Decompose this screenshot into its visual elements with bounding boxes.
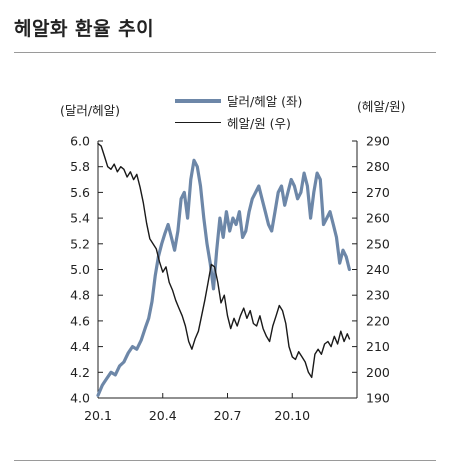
right-tick-label: 250 (366, 236, 390, 251)
right-tick-label: 200 (366, 365, 390, 380)
left-tick-label: 4.4 (70, 339, 90, 354)
bottom-divider (14, 460, 436, 461)
left-tick-label: 4.6 (70, 313, 90, 328)
legend-swatch-usd-brl (175, 98, 221, 103)
right-tick-label: 290 (366, 134, 390, 149)
left-axis-unit: (달러/헤알) (60, 103, 120, 118)
right-tick-label: 230 (366, 288, 390, 303)
right-tick-label: 280 (366, 159, 390, 174)
legend-label-brl-krw: 헤알/원 (우) (227, 116, 291, 131)
right-tick-label: 210 (366, 339, 390, 354)
x-tick-label: 20.10 (274, 408, 310, 423)
left-tick-label: 4.0 (70, 391, 90, 406)
left-tick-label: 5.0 (70, 262, 90, 277)
right-tick-label: 190 (366, 391, 390, 406)
chart-title: 헤알화 환율 추이 (14, 18, 155, 40)
right-axis-unit: (헤알/원) (357, 99, 406, 114)
x-tick-label: 20.1 (84, 408, 112, 423)
right-tick-label: 270 (366, 185, 390, 200)
left-tick-label: 5.8 (70, 159, 90, 174)
left-tick-label: 5.4 (70, 211, 90, 226)
x-tick-label: 20.7 (214, 408, 242, 423)
legend-label-usd-brl: 달러/헤알 (좌) (227, 94, 303, 109)
legend-item-usd-brl: 달러/헤알 (좌) (175, 91, 302, 110)
legend-item-brl-krw: 헤알/원 (우) (175, 113, 291, 132)
series-line-brl-krw (97, 142, 351, 379)
title-divider (14, 52, 436, 53)
right-tick-label: 260 (366, 211, 390, 226)
legend-swatch-brl-krw (175, 121, 221, 124)
x-tick-label: 20.4 (149, 408, 177, 423)
left-tick-label: 5.2 (70, 236, 90, 251)
left-tick-label: 4.8 (70, 288, 90, 303)
right-tick-label: 240 (366, 262, 390, 277)
left-tick-label: 6.0 (70, 134, 90, 149)
right-tick-label: 220 (366, 313, 390, 328)
left-tick-label: 4.2 (70, 365, 90, 380)
left-tick-label: 5.6 (70, 185, 90, 200)
series-line-usd-brl (96, 158, 351, 397)
